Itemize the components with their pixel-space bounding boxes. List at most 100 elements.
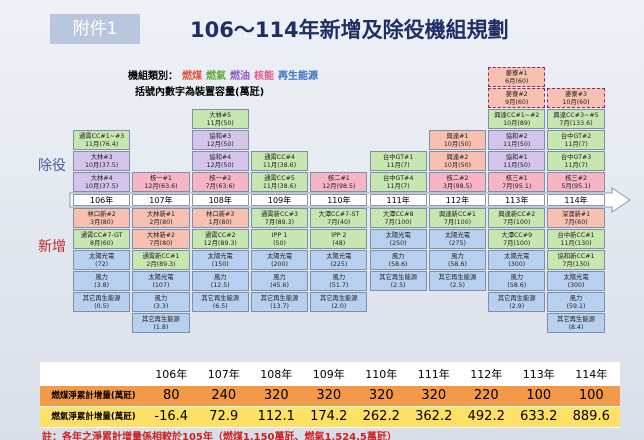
unit-detail: (58.6): [388, 261, 408, 268]
unit-box: 太陽光電 (275): [428, 229, 487, 249]
unit-detail: (250): [389, 240, 407, 247]
unit-box: 大林#4 10月(37.5): [73, 172, 131, 192]
legend-item: 核能: [254, 71, 274, 82]
unit-name: 核一#1: [150, 175, 172, 182]
unit-box: 通霄CC#1~#3 11月(76.4): [73, 130, 131, 150]
unit-detail: 2月(89.3): [146, 261, 176, 268]
unit-detail: (300): [508, 261, 526, 268]
unit-box: 風力 (58.6): [369, 250, 427, 270]
unit-detail: 11月(7): [386, 183, 410, 190]
unit-name: 大林#3: [90, 154, 113, 161]
unit-detail: 11月(50): [503, 141, 531, 148]
legend-item: 再生能源: [278, 71, 318, 82]
unit-name: 風力: [569, 295, 583, 302]
unit-name: 興達#2: [446, 154, 469, 161]
table-header: 108年: [260, 368, 293, 381]
legend: 機組類別： 燃煤 燃氣 燃油 核能 再生能源: [128, 67, 318, 82]
unit-name: 大潭CC#7-ST: [318, 211, 360, 218]
unit-detail: 3月(98.5): [442, 183, 473, 190]
unit-detail: (2.5): [449, 282, 465, 289]
unit-name: 太陽光電: [266, 253, 293, 260]
row-value: 240: [211, 388, 237, 403]
unit-detail: 11月(38.6): [262, 183, 297, 190]
unit-detail: (2.5): [390, 282, 406, 289]
unit-name: 大潭CC#9: [501, 232, 533, 239]
row-value: 80: [162, 388, 180, 403]
unit-name: 大潭CC#8: [382, 211, 414, 218]
unit-detail: 6月(60): [505, 78, 529, 85]
unit-box: 麥寮#2 9月(60): [488, 88, 546, 108]
unit-name: 通霄新CC#1: [142, 253, 180, 260]
unit-box: 麥寮#3 10月(60): [547, 88, 605, 108]
unit-name: 其它再生能源: [379, 274, 418, 281]
unit-detail: 11月(50): [206, 120, 234, 127]
row-value: 262.2: [362, 409, 400, 424]
unit-name: 風力: [273, 274, 286, 281]
unit-name: 風力: [213, 274, 227, 281]
note: 括號內數字為裝置容量(萬瓩): [135, 87, 265, 98]
unit-box: 太陽光電 (150): [191, 250, 249, 270]
unit-name: 深澳新#1: [561, 211, 591, 218]
unit-box: 協和新CC#1 7月(130): [547, 250, 605, 270]
unit-box: 大林新#2 7月(80): [132, 229, 190, 249]
unit-box: 麥寮#1 6月(60): [488, 67, 546, 87]
unit-box: 通霄CC#5 11月(38.6): [250, 172, 309, 192]
unit-name: 興達CC#3~#5: [553, 112, 599, 119]
unit-box: 其它再生能源 (2.5): [428, 271, 487, 291]
unit-name: 風力: [154, 295, 168, 302]
unit-box: 風力 (51.7): [310, 271, 368, 291]
unit-detail: (6.5): [212, 303, 228, 310]
unit-detail: (3.8): [94, 282, 110, 289]
unit-detail: (275): [448, 240, 466, 247]
unit-box: 深澳新#1 7月(60): [547, 208, 605, 228]
unit-name: 台中GT#1: [382, 154, 414, 161]
year-label: 109年: [250, 194, 309, 206]
unit-detail: 7月(100): [384, 219, 412, 226]
unit-box: 大潭CC#7-ST 7月(40): [310, 208, 368, 228]
unit-box: 興達CC#3~#5 7月(133.6): [547, 109, 605, 129]
unit-box: IPP 2 (48): [310, 229, 368, 249]
unit-detail: 10月(60): [562, 99, 590, 106]
unit-box: 風力 (45.6): [250, 271, 309, 291]
unit-detail: 7月(60): [564, 219, 588, 226]
unit-detail: 7月(40): [327, 219, 351, 226]
unit-box: 太陽光電 (107): [132, 271, 190, 291]
unit-name: 協和#3: [209, 133, 232, 140]
unit-name: 風力: [391, 253, 405, 260]
unit-box: 通霄CC#7-GT 8月(60): [73, 229, 131, 249]
unit-name: 核三#2: [565, 175, 587, 182]
unit-box: 興達#2 10月(50): [428, 151, 487, 171]
unit-box: 林口新#3 1月(80): [191, 208, 249, 228]
unit-box: 興達CC#1~#2 10月(89): [488, 109, 546, 129]
unit-detail: (13.7): [270, 303, 289, 310]
unit-detail: 2月(80): [149, 219, 173, 226]
unit-detail: 8月(60): [90, 240, 114, 247]
unit-name: 台中GT#4: [382, 175, 414, 182]
unit-detail: (58.6): [447, 261, 467, 268]
unit-box: 風力 (58.6): [488, 271, 546, 291]
unit-name: 通霄CC#5: [264, 175, 295, 182]
year-label: 111年: [369, 194, 427, 206]
unit-name: 協和新CC#1: [557, 253, 595, 260]
year-label: 114年: [547, 194, 605, 206]
unit-detail: 12月(98.5): [322, 183, 356, 190]
unit-box: 太陽光電 (250): [369, 229, 427, 249]
unit-detail: 7月(63.6): [205, 183, 235, 190]
unit-name: 通霄新CC#3: [261, 211, 299, 218]
unit-detail: 11月(38.6): [262, 162, 297, 169]
unit-name: 麥寮#3: [565, 91, 587, 98]
unit-name: IPP 1: [271, 232, 288, 239]
unit-detail: 12月(50): [206, 162, 234, 169]
unit-detail: (45.6): [270, 282, 289, 289]
unit-name: 其它再生能源: [319, 295, 358, 302]
unit-detail: (2.0): [331, 303, 347, 310]
unit-detail: 7月(80): [149, 240, 173, 247]
unit-name: 其它再生能源: [438, 274, 477, 281]
unit-name: 林口新#2: [87, 211, 116, 218]
unit-name: 其它再生能源: [82, 295, 121, 302]
unit-box: 其它再生能源 (0.5): [73, 292, 131, 312]
unit-box: IPP 1 (50): [250, 229, 309, 249]
row-value: 320: [316, 388, 342, 403]
unit-name: 台中GT#3: [560, 154, 592, 161]
unit-detail: 12月(63.6): [144, 183, 178, 190]
